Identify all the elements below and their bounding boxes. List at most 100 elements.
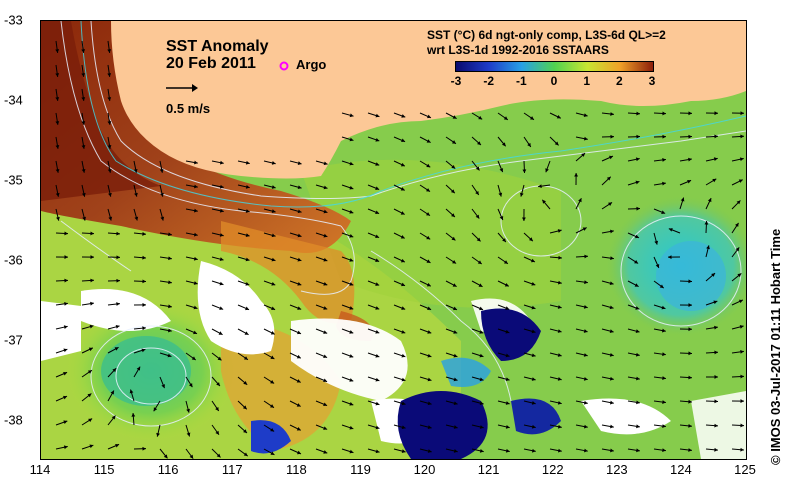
velocity-arrowhead [529, 116, 534, 120]
velocity-arrowhead [427, 353, 432, 358]
colorbar-tick-label: 0 [550, 74, 558, 88]
velocity-arrowhead [218, 331, 223, 335]
velocity-arrowhead [81, 49, 86, 53]
velocity-arrowhead [215, 430, 219, 435]
velocity-arrowhead [90, 255, 94, 259]
velocity-arrowhead [477, 141, 481, 146]
x-tick-label: 125 [734, 462, 756, 477]
velocity-arrowhead [582, 227, 587, 231]
velocity-arrowhead [244, 331, 249, 335]
velocity-arrowhead [636, 111, 640, 116]
velocity-arrowhead [297, 306, 302, 310]
y-tick-label: -34 [4, 92, 23, 108]
velocity-arrowhead [583, 448, 588, 453]
velocity-arrowhead [108, 216, 113, 221]
velocity-arrowhead [375, 210, 380, 215]
velocity-arrowhead [216, 453, 221, 458]
velocity-arrowhead [655, 263, 660, 268]
velocity-arrowhead [659, 284, 664, 289]
velocity-arrowhead [112, 368, 117, 373]
velocity-arrowhead [427, 114, 431, 119]
velocity-arrowhead [160, 216, 165, 221]
velocity-arrowhead [349, 258, 354, 262]
velocity-arrowhead [477, 260, 482, 264]
velocity-arrowhead [271, 185, 276, 189]
velocity-arrowhead [375, 449, 380, 454]
velocity-arrowhead [688, 157, 692, 162]
velocity-arrowhead [427, 449, 432, 453]
velocity-arrowhead [323, 306, 328, 310]
map-date: 20 Feb 2011 [166, 55, 256, 72]
velocity-arrowhead [193, 208, 198, 213]
velocity-arrowhead [531, 448, 536, 453]
velocity-arrowhead [400, 235, 405, 239]
velocity-arrowhead [219, 257, 224, 262]
velocity-arrowhead [499, 216, 504, 220]
velocity-arrowhead [375, 162, 380, 166]
velocity-arrowhead [107, 168, 112, 173]
velocity-arrowhead [426, 188, 431, 192]
velocity-arrowhead [451, 164, 456, 169]
velocity-arrowhead [688, 279, 692, 284]
velocity-arrowhead [349, 402, 354, 406]
velocity-arrowhead [401, 114, 406, 118]
velocity-arrowhead [349, 282, 354, 286]
velocity-arrowhead [503, 116, 508, 120]
velocity-arrowhead [63, 348, 68, 353]
velocity-arrowhead [271, 306, 276, 311]
velocity-arrowhead [479, 353, 484, 358]
velocity-arrowhead [714, 375, 718, 379]
velocity-arrowhead [193, 256, 198, 261]
velocity-arrowhead [64, 301, 68, 306]
velocity-arrowhead [323, 354, 328, 358]
velocity-arrowhead [711, 273, 716, 277]
velocity-arrowhead [401, 353, 406, 358]
velocity-arrowhead [271, 233, 276, 238]
velocity-arrowhead [505, 425, 510, 429]
velocity-arrowhead [193, 232, 198, 237]
velocity-arrowhead [219, 233, 224, 237]
sst-map[interactable] [40, 20, 747, 460]
velocity-arrowhead [107, 97, 112, 101]
velocity-arrowhead [81, 192, 86, 197]
velocity-arrowhead [323, 378, 328, 383]
scale-arrow-icon [166, 80, 198, 98]
velocity-arrowhead [269, 404, 274, 408]
velocity-arrowhead [194, 184, 198, 189]
velocity-arrowhead [688, 351, 692, 356]
velocity-arrowhead [635, 306, 640, 310]
velocity-arrowhead [401, 425, 406, 430]
velocity-arrowhead [635, 157, 640, 162]
velocity-arrowhead [349, 234, 354, 238]
velocity-arrowhead [427, 330, 432, 334]
velocity-arrowhead [609, 353, 614, 357]
scale-label: 0.5 m/s [166, 101, 211, 116]
velocity-arrowhead [713, 157, 718, 162]
velocity-arrowhead [375, 306, 380, 310]
velocity-arrowhead [426, 212, 431, 216]
velocity-arrowhead [427, 306, 432, 311]
velocity-arrowhead [662, 376, 666, 380]
velocity-arrowhead [243, 356, 248, 360]
velocity-arrowhead [583, 400, 588, 405]
velocity-arrowhead [296, 354, 301, 359]
velocity-arrowhead [400, 187, 405, 191]
velocity-arrowhead [475, 166, 480, 171]
y-tick-label: -38 [4, 412, 23, 428]
velocity-arrowhead [349, 378, 354, 382]
y-tick-label: -35 [4, 172, 23, 188]
velocity-arrowhead [505, 329, 510, 334]
velocity-arrowhead [662, 448, 666, 453]
velocity-arrowhead [426, 163, 431, 168]
velocity-arrowhead [116, 302, 120, 306]
velocity-arrowhead [323, 282, 328, 286]
velocity-arrowhead [531, 305, 536, 310]
velocity-arrowhead [661, 305, 666, 310]
velocity-arrowhead [193, 281, 198, 285]
velocity-arrowhead [668, 255, 672, 260]
velocity-arrowhead [738, 179, 743, 183]
velocity-arrowhead [736, 200, 741, 205]
velocity-arrowhead [110, 390, 114, 395]
velocity-arrowhead [610, 424, 614, 429]
velocity-arrowhead [530, 258, 535, 263]
